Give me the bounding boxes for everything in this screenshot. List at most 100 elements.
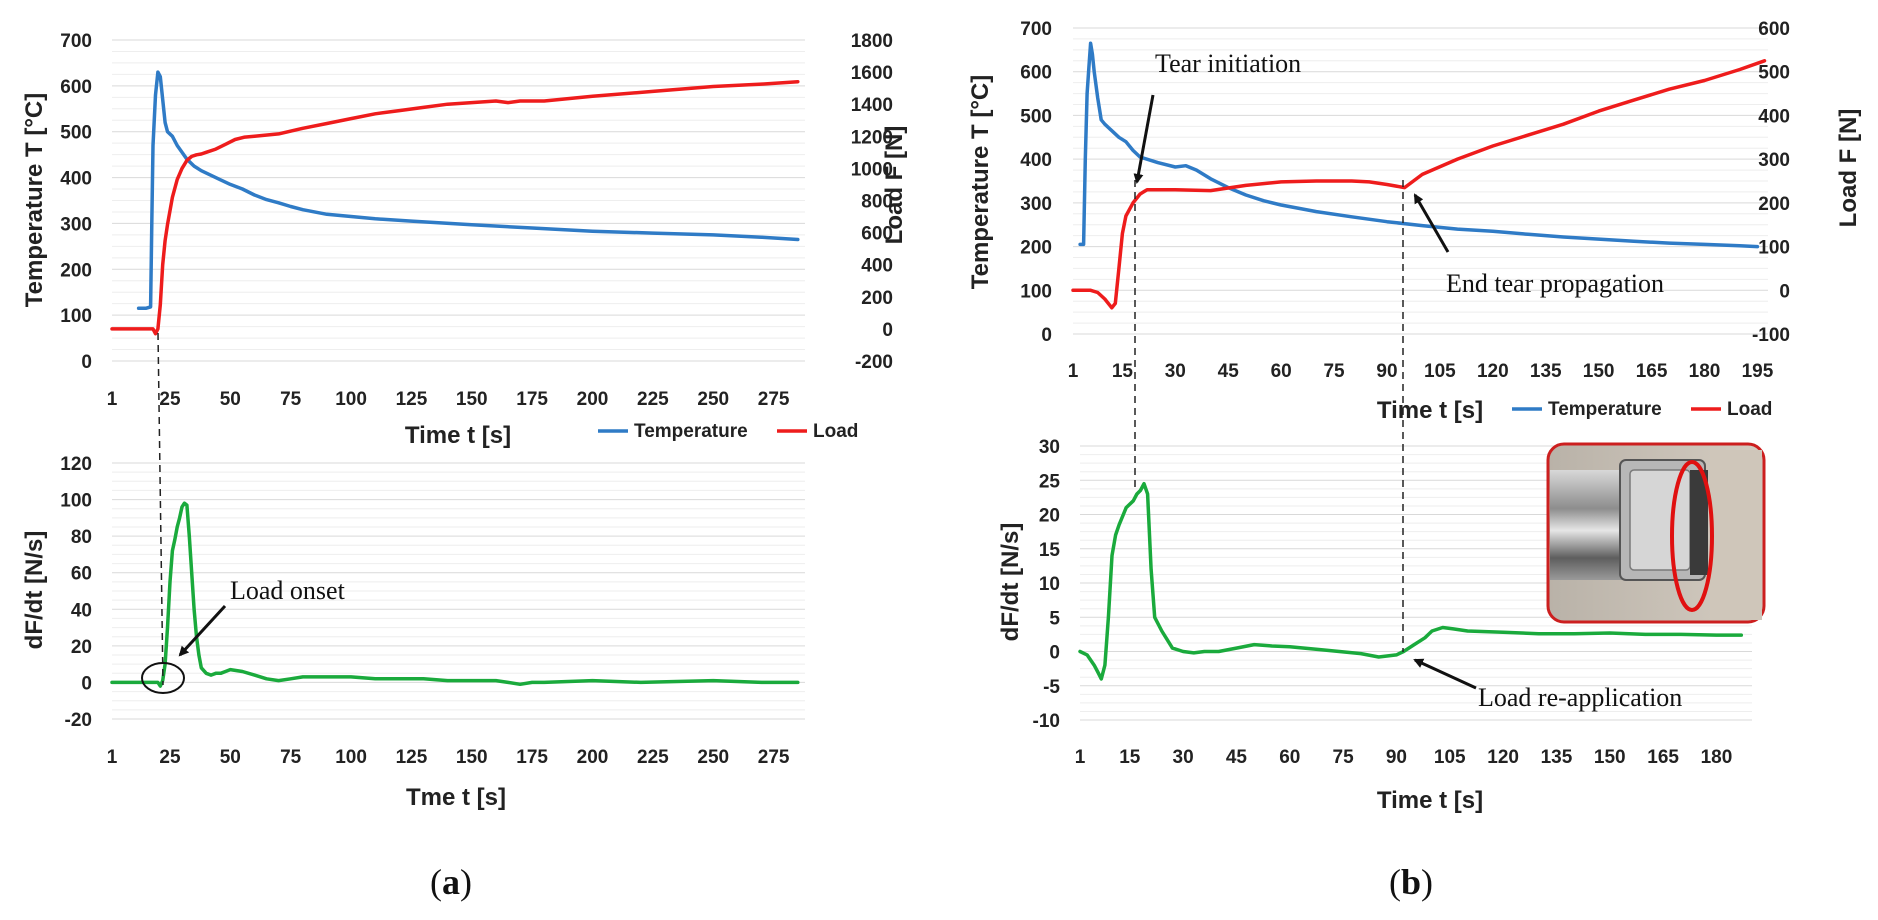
x-tick-label: 125 (396, 747, 428, 768)
x-tick-label: 225 (637, 389, 669, 410)
y-tick-label: 40 (71, 600, 92, 621)
y-tick-label: 5 (1049, 608, 1060, 629)
y2-axis-title: Load F [N] (1835, 109, 1862, 228)
x-tick-label: 15 (1112, 361, 1134, 382)
series-line-temperature (1078, 41, 1760, 249)
x-tick-label: 50 (220, 747, 241, 768)
y-axis-title: Temperature T [°C] (967, 75, 994, 290)
y2-tick-label: 1400 (851, 95, 893, 116)
x-axis-title: Time t [s] (1377, 787, 1483, 814)
x-axis-title: Time t [s] (1377, 397, 1483, 424)
y-tick-label: 80 (71, 527, 92, 548)
weld-specimen-photo-icon (1546, 442, 1766, 624)
x-tick-label: 175 (516, 747, 548, 768)
y-tick-label: 30 (1039, 437, 1060, 458)
series-line-derivative (110, 501, 800, 688)
x-tick-label: 135 (1541, 747, 1573, 768)
load-onset-circle (141, 662, 185, 694)
y-tick-label: 15 (1039, 540, 1061, 561)
y2-tick-label: -200 (855, 352, 893, 373)
x-tick-label: 150 (456, 389, 488, 410)
x-tick-label: 175 (516, 389, 548, 410)
x-tick-label: 165 (1636, 361, 1668, 382)
dashed-connector-a (157, 332, 164, 686)
x-tick-label: 45 (1218, 361, 1240, 382)
y-tick-label: 300 (60, 214, 92, 235)
caption-panel-a: (a) (430, 862, 472, 902)
y-tick-label: 100 (60, 306, 92, 327)
y-tick-label: 60 (71, 564, 92, 585)
y2-tick-label: 100 (1758, 238, 1790, 259)
legend-label-load: Load (813, 421, 858, 442)
y-tick-label: 700 (1020, 19, 1052, 40)
y-tick-label: 400 (1020, 150, 1052, 171)
chart-b-top: 0 100 200 300 400 500 600 700 -100 0 100 200 300 400 5… (967, 19, 1862, 424)
y2-tick-label: -100 (1752, 325, 1790, 346)
load-reapplication-arrow (1413, 658, 1477, 690)
y-tick-label: 300 (1020, 194, 1052, 215)
x-tick-label: 60 (1271, 361, 1292, 382)
x-axis-title: Time t [s] (405, 422, 511, 449)
x-tick-label: 25 (159, 389, 181, 410)
y-tick-label: 200 (1020, 238, 1052, 259)
x-tick-label: 75 (1333, 747, 1355, 768)
x-tick-label: 100 (335, 389, 367, 410)
x-tick-label: 250 (697, 747, 729, 768)
y-tick-label: 20 (1039, 506, 1060, 527)
x-tick-label: 135 (1530, 361, 1562, 382)
y2-tick-label: 1200 (851, 127, 893, 148)
x-tick-label: 120 (1487, 747, 1519, 768)
y2-tick-label: 1600 (851, 63, 893, 84)
tear-initiation-label: Tear initiation (1155, 49, 1301, 78)
y-tick-label: 10 (1039, 574, 1060, 595)
y-axis-title: dF/dt [N/s] (21, 531, 48, 650)
y-axis-title: Temperature T [°C] (21, 93, 48, 308)
load-reapplication-label: Load re-application (1478, 683, 1682, 712)
y-axis-title: dF/dt [N/s] (997, 523, 1024, 642)
y2-tick-label: 600 (1758, 19, 1790, 40)
y-tick-label: 0 (1041, 325, 1052, 346)
y2-tick-label: 500 (1758, 63, 1790, 84)
x-tick-label: 75 (280, 747, 302, 768)
x-tick-label: 75 (1323, 361, 1345, 382)
legend-label-temperature: Temperature (1548, 399, 1662, 420)
x-tick-label: 250 (697, 389, 729, 410)
y-tick-label: 600 (1020, 63, 1052, 84)
x-tick-label: 15 (1119, 747, 1141, 768)
y-tick-label: 200 (60, 260, 92, 281)
x-tick-label: 125 (396, 389, 428, 410)
x-tick-label: 30 (1173, 747, 1194, 768)
x-tick-label: 165 (1647, 747, 1679, 768)
x-tick-label: 45 (1226, 747, 1248, 768)
y-tick-label: 0 (81, 352, 92, 373)
x-tick-label: 180 (1701, 747, 1733, 768)
load-onset-label: Load onset (230, 576, 346, 605)
x-tick-label: 60 (1279, 747, 1300, 768)
y2-tick-label: 600 (861, 224, 893, 245)
chart-a-top: 0 100 200 300 400 500 600 700 -200 0 200 400 600 800 1… (21, 31, 908, 449)
tear-initiation-arrow (1133, 94, 1155, 184)
x-tick-label: 150 (456, 747, 488, 768)
y-tick-label: 400 (60, 169, 92, 190)
y2-tick-label: 0 (1779, 281, 1790, 302)
x-tick-label: 90 (1386, 747, 1407, 768)
x-tick-label: 75 (280, 389, 302, 410)
x-tick-label: 30 (1165, 361, 1186, 382)
y-tick-label: 120 (60, 454, 92, 475)
x-tick-label: 1 (107, 389, 118, 410)
series-line-temperature (136, 70, 800, 311)
x-tick-label: 195 (1742, 361, 1774, 382)
x-tick-label: 180 (1689, 361, 1721, 382)
x-tick-label: 200 (577, 747, 609, 768)
y-tick-label: 600 (60, 77, 92, 98)
caption-panel-b: (b) (1389, 862, 1433, 902)
y-tick-label: 20 (71, 637, 92, 658)
y-tick-label: 500 (1020, 106, 1052, 127)
x-axis-title: Tme t [s] (406, 784, 506, 811)
legend-label-load: Load (1727, 399, 1772, 420)
y2-tick-label: 1800 (851, 31, 893, 52)
x-tick-label: 50 (220, 389, 241, 410)
series-line-load (110, 79, 800, 336)
series-line-derivative (1078, 481, 1744, 681)
